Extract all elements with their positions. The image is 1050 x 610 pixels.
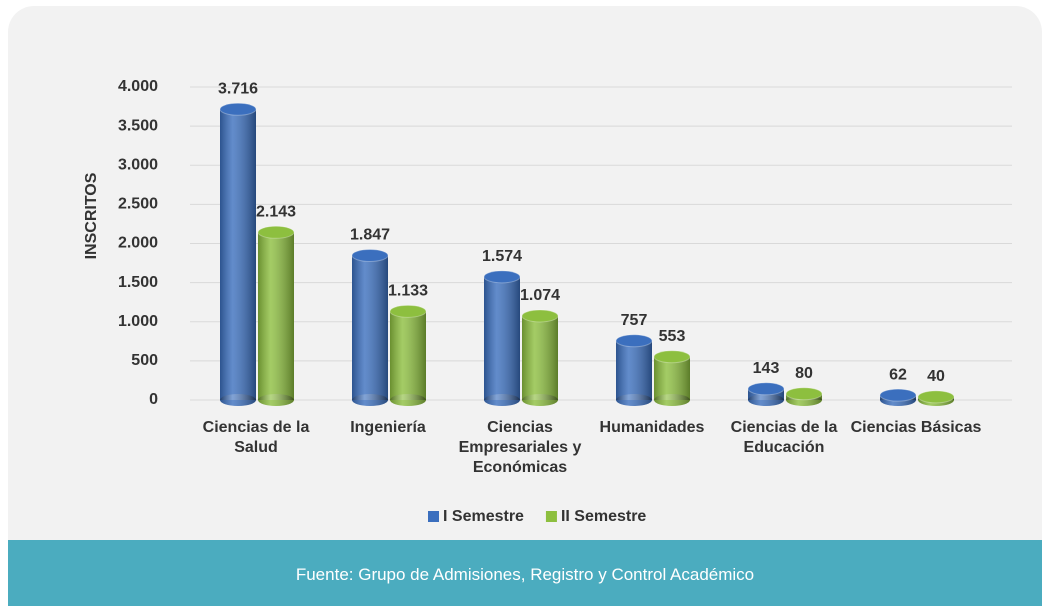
y-tick-label: 500 [131,352,158,369]
bar-cap [351,248,389,262]
bar-shade-base [748,394,784,406]
bar-shade [390,311,426,400]
bar-cap [917,390,955,404]
bar-cap [747,382,785,396]
y-tick-label: 3.000 [118,156,158,173]
y-tick-label: 4.000 [118,78,158,95]
x-tick-label: Ciencias de la Educación [730,419,838,456]
bar-shade [654,356,690,400]
x-tick-label: Ingeniería [350,419,426,436]
legend-label: I Semestre [443,508,524,525]
bar-shade-base [390,394,426,406]
bar-shade-base [484,394,520,406]
y-axis-label: INSCRITOS [83,172,100,259]
value-label: 80 [795,365,813,382]
value-label: 62 [889,366,907,383]
bar-cap [219,102,257,116]
bar-cap [879,388,917,402]
value-label: 553 [659,328,686,345]
bar-cap [257,225,295,239]
bar-cap [785,387,823,401]
bar-cap [483,270,521,284]
bar-shade-base [616,394,652,406]
bar-shade-base [654,394,690,406]
x-tick-label: Humanidades [599,419,705,436]
y-tick-label: 2.000 [118,235,158,252]
y-tick-label: 1.500 [118,274,158,291]
value-label: 1.133 [388,283,428,300]
panel: INSCRITOS 0 500 1.000 1.500 2.000 2.500 3.000 3… [8,6,1042,606]
x-tick-label: Ciencias Básicas [850,419,982,436]
value-label: 143 [753,360,780,377]
bar-shade [352,255,388,400]
bar-cap [389,304,427,318]
bar-shade-base [522,394,558,406]
bar-shade [220,109,256,401]
legend-swatch [428,511,439,522]
bar-cap [521,309,559,323]
value-label: 1.074 [520,287,560,304]
value-label: 1.847 [350,227,390,244]
y-tick-label: 0 [149,391,158,408]
y-tick-label: 2.500 [118,196,158,213]
bar-shade [258,232,294,400]
source: Fuente: Grupo de Admisiones, Registro y … [8,540,1042,606]
y-tick-label: 1.000 [118,313,158,330]
x-tick-label: Ciencias de la Salud [202,419,310,456]
y-tick-label: 3.500 [118,117,158,134]
value-label: 3.716 [218,80,258,97]
legend-swatch [545,511,557,522]
bar-cap [653,350,691,364]
x-tick-label: Ciencias Empresariales y Económicas [458,419,582,476]
bar-shade-base [352,394,388,406]
bar-shade [522,315,558,400]
legend-label: II Semestre [561,508,646,525]
bar-shade [484,276,520,400]
value-label: 1.574 [482,248,522,265]
chart: INSCRITOS 0 500 1.000 1.500 2.000 2.500 3.000 3… [83,78,1012,525]
bar-shade-base [220,394,256,406]
bar-shade [616,340,652,400]
value-label: 40 [927,368,945,385]
bar-shade-base [258,394,294,406]
value-label: 2.143 [256,204,296,221]
value-label: 757 [621,312,648,329]
bar-cap [615,334,653,348]
